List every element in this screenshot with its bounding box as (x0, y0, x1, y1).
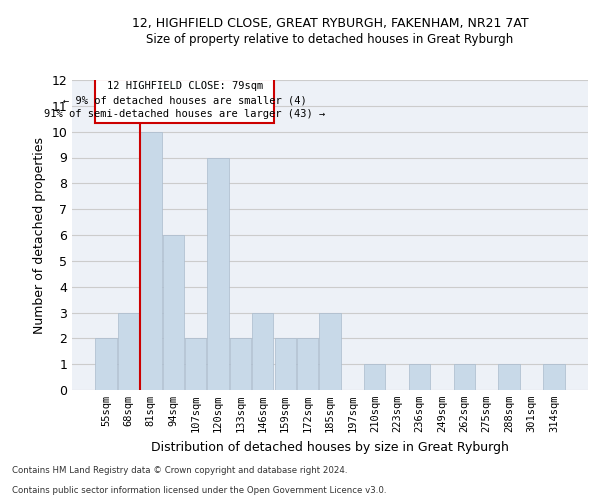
Bar (118, 312, 139, 390)
Bar (409, 364, 430, 390)
Y-axis label: Number of detached properties: Number of detached properties (33, 136, 46, 334)
Text: ← 9% of detached houses are smaller (4): ← 9% of detached houses are smaller (4) (63, 96, 307, 106)
X-axis label: Distribution of detached houses by size in Great Ryburgh: Distribution of detached houses by size … (151, 440, 509, 454)
Bar (319, 312, 341, 390)
Bar (543, 364, 565, 390)
Bar (364, 364, 385, 390)
Bar (252, 312, 274, 390)
Bar (163, 235, 184, 390)
Bar (499, 364, 520, 390)
FancyBboxPatch shape (95, 78, 274, 122)
Bar (208, 158, 229, 390)
Text: Size of property relative to detached houses in Great Ryburgh: Size of property relative to detached ho… (146, 32, 514, 46)
Text: 91% of semi-detached houses are larger (43) →: 91% of semi-detached houses are larger (… (44, 110, 325, 120)
Text: Contains HM Land Registry data © Crown copyright and database right 2024.: Contains HM Land Registry data © Crown c… (12, 466, 347, 475)
Bar (454, 364, 475, 390)
Text: 12 HIGHFIELD CLOSE: 79sqm: 12 HIGHFIELD CLOSE: 79sqm (107, 82, 263, 92)
Bar (230, 338, 251, 390)
Bar (95, 338, 117, 390)
Bar (185, 338, 206, 390)
Bar (140, 132, 161, 390)
Bar (275, 338, 296, 390)
Text: 12, HIGHFIELD CLOSE, GREAT RYBURGH, FAKENHAM, NR21 7AT: 12, HIGHFIELD CLOSE, GREAT RYBURGH, FAKE… (131, 18, 529, 30)
Bar (297, 338, 318, 390)
Text: Contains public sector information licensed under the Open Government Licence v3: Contains public sector information licen… (12, 486, 386, 495)
